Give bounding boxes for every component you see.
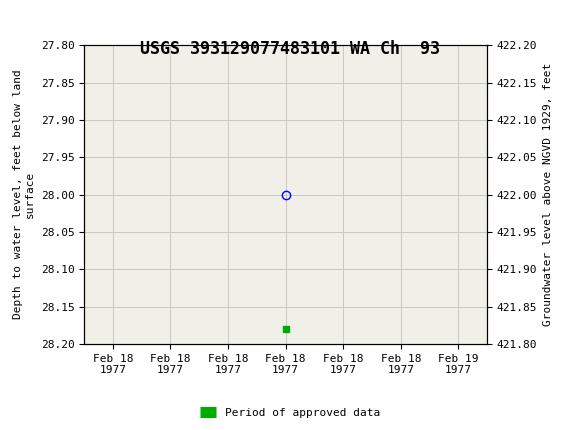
Y-axis label: Depth to water level, feet below land
surface: Depth to water level, feet below land su…: [13, 70, 35, 319]
Text: USGS: USGS: [32, 8, 85, 28]
Y-axis label: Groundwater level above NGVD 1929, feet: Groundwater level above NGVD 1929, feet: [543, 63, 553, 326]
Legend: Period of approved data: Period of approved data: [195, 403, 385, 422]
Text: ≡: ≡: [3, 6, 24, 30]
Text: USGS 393129077483101 WA Ch  93: USGS 393129077483101 WA Ch 93: [140, 40, 440, 58]
